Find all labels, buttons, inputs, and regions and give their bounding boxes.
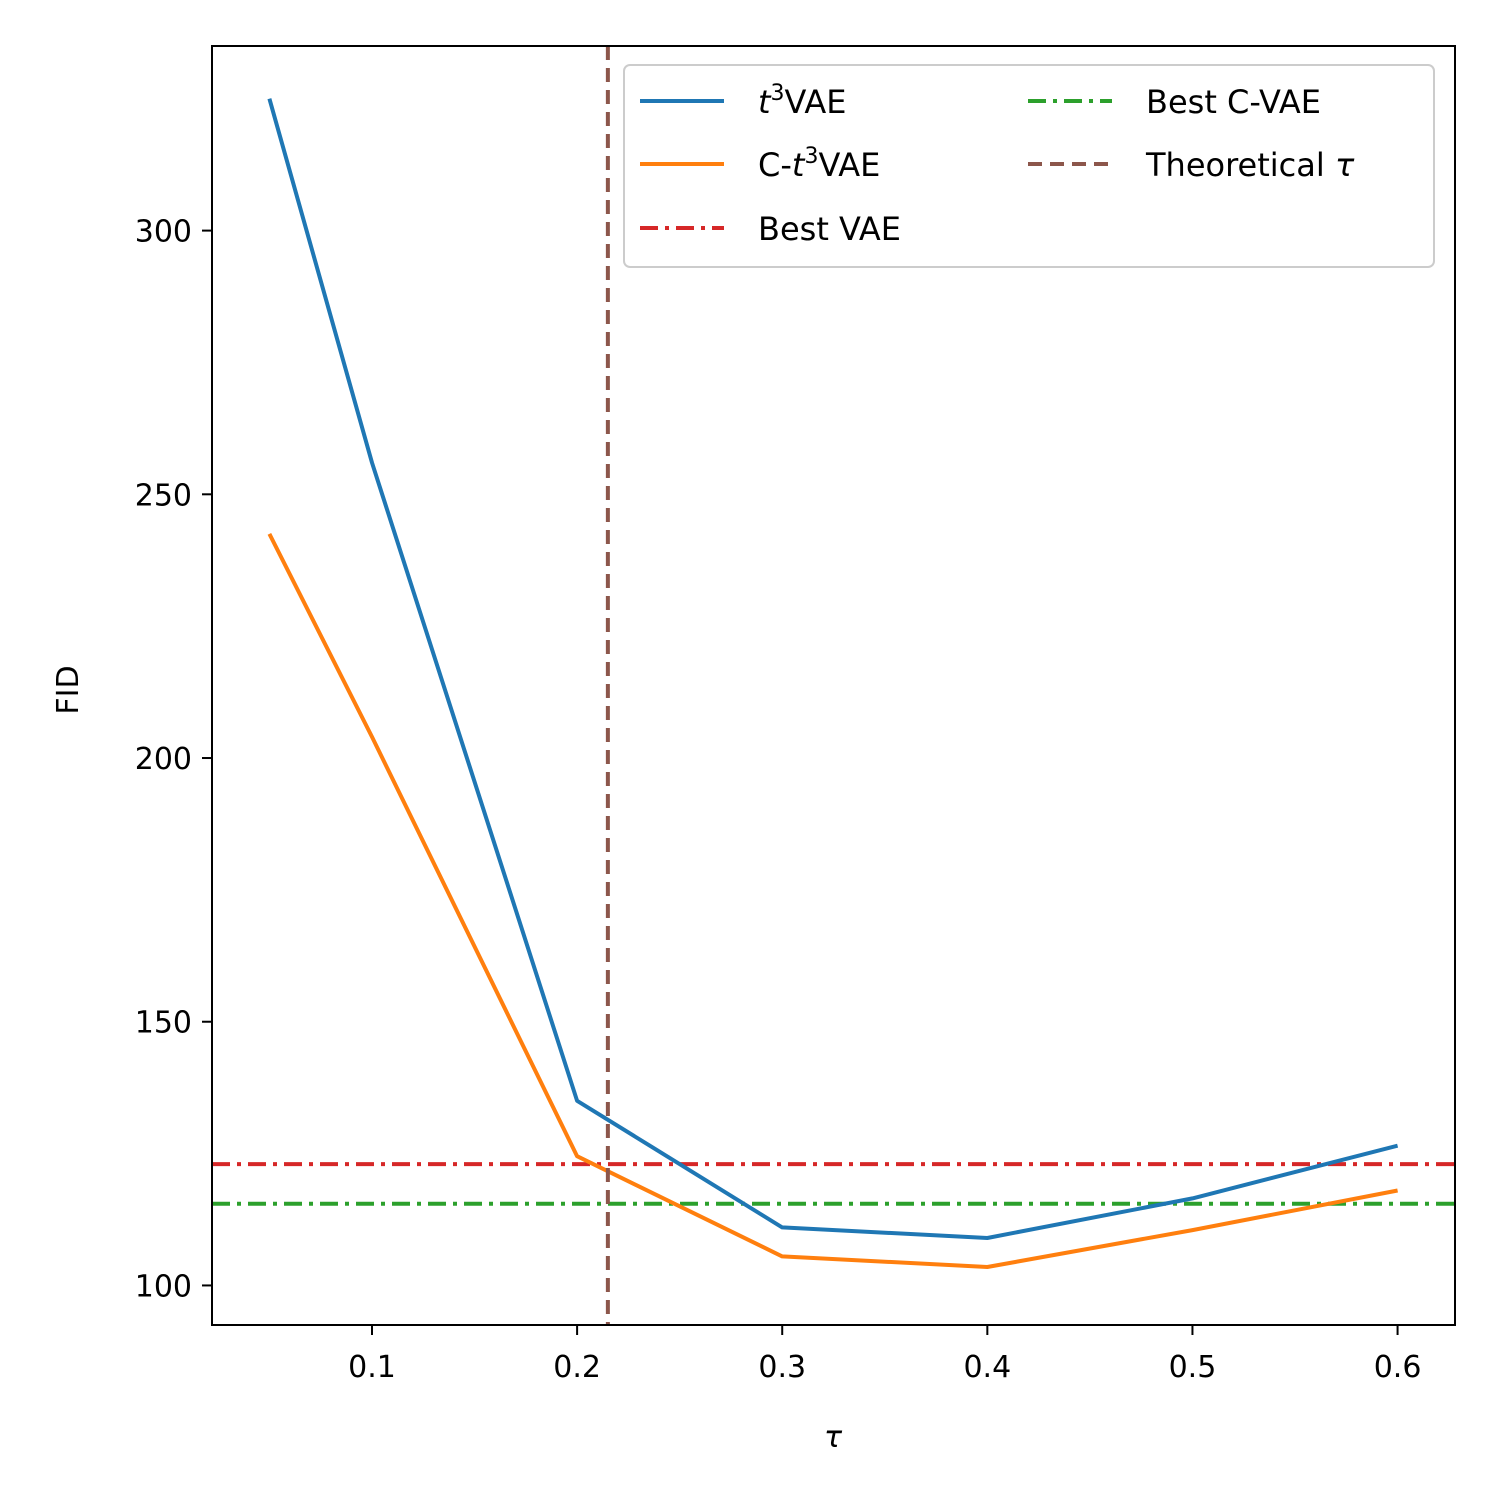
- x-tick-label: 0.4: [963, 1350, 1011, 1385]
- y-tick-label: 150: [135, 1006, 192, 1041]
- legend-item-best-vae: Best VAE: [640, 210, 901, 248]
- legend-item-theoretical-: Theoretical τ: [1028, 146, 1355, 184]
- y-axis-label: FID: [51, 665, 86, 714]
- series-line-c-t3vae: [267, 532, 1398, 1269]
- x-tick-label: 0.2: [553, 1350, 601, 1385]
- legend-label: Theoretical τ: [1145, 146, 1355, 184]
- legend: t3VAE C-t3VAE Best VAE Best C-VAE Theoretica…: [623, 64, 1435, 268]
- y-tick-label: 250: [135, 478, 192, 513]
- legend-label: t3VAE: [758, 81, 847, 121]
- x-tick-label: 0.6: [1374, 1350, 1422, 1385]
- legend-label: Best VAE: [758, 210, 901, 248]
- legend-label: Best C-VAE: [1146, 83, 1321, 121]
- x-tick-label: 0.3: [758, 1350, 806, 1385]
- plot-frame: [211, 45, 1456, 1326]
- y-tick-label: 200: [135, 742, 192, 777]
- y-tick-label: 300: [135, 215, 192, 250]
- legend-item-c-t3vae: C-t3VAE: [640, 144, 880, 184]
- y-tick-label: 100: [135, 1269, 192, 1304]
- x-tick-label: 0.1: [348, 1350, 396, 1385]
- y-axis: 100 150 200 250 300: [135, 215, 212, 1304]
- x-axis: 0.1 0.2 0.3 0.4 0.5 0.6: [348, 1325, 1421, 1385]
- legend-item-t3vae: t3VAE: [640, 81, 847, 121]
- legend-label: C-t3VAE: [758, 144, 880, 184]
- series-line-t3vae: [267, 98, 1399, 1240]
- data-layer: [212, 46, 1455, 1325]
- x-axis-label: τ: [824, 1420, 843, 1455]
- legend-item-best-c-vae: Best C-VAE: [1028, 83, 1321, 121]
- x-tick-label: 0.5: [1169, 1350, 1217, 1385]
